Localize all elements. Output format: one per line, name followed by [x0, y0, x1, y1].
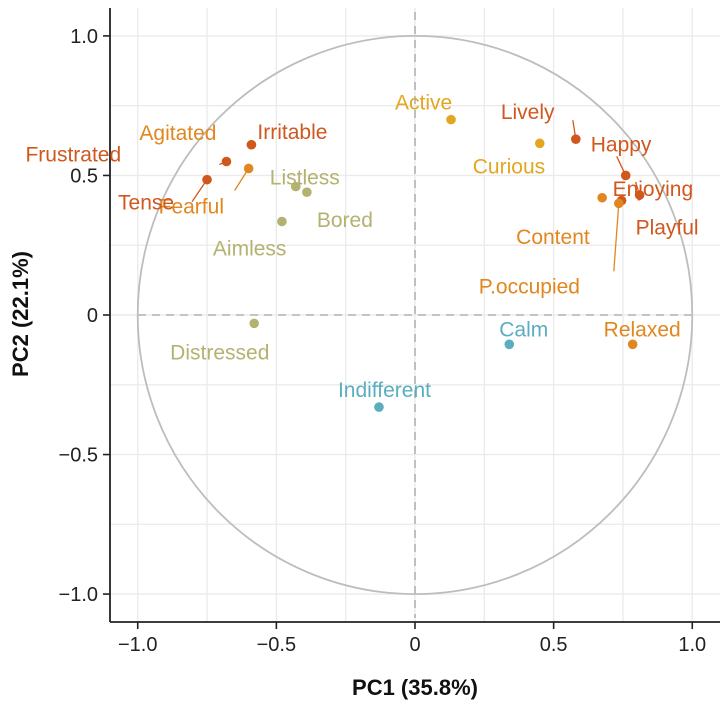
y-tick-label: 1.0	[70, 26, 98, 48]
label-calm: Calm	[499, 318, 548, 341]
y-tick-label: 0.5	[70, 165, 98, 187]
label-distressed: Distressed	[170, 341, 269, 364]
label-content: Content	[516, 226, 590, 249]
leader-p-occupied	[613, 203, 620, 272]
label-lively: Lively	[501, 101, 555, 124]
y-tick-label: −1.0	[59, 584, 98, 606]
unit-circle	[136, 35, 694, 595]
axes	[103, 8, 720, 629]
point-happy	[620, 170, 631, 181]
x-tick-label: 0.5	[540, 634, 568, 656]
point-curious	[534, 138, 545, 149]
point-listless	[290, 181, 301, 192]
point-content	[597, 192, 607, 203]
label-playful: Playful	[636, 217, 699, 240]
label-curious: Curious	[473, 155, 545, 178]
point-p-occupied	[613, 198, 624, 209]
x-tick-label: 1.0	[678, 634, 706, 656]
label-active: Active	[395, 92, 452, 115]
point-irritable	[246, 139, 257, 150]
label-frustrated: Frustrated	[25, 144, 121, 167]
point-lively	[571, 134, 581, 144]
label-tense: Tense	[118, 192, 174, 215]
x-tick-label: 0	[409, 634, 420, 656]
point-enjoying	[634, 190, 645, 200]
point-tense	[202, 174, 212, 185]
label-irritable: Irritable	[257, 121, 327, 144]
point-frustrated	[221, 156, 232, 167]
point-active	[446, 114, 456, 125]
point-bored	[302, 187, 312, 197]
label-aimless: Aimless	[213, 238, 287, 261]
label-bored: Bored	[317, 209, 373, 232]
x-tick-label: −1.0	[118, 634, 157, 656]
x-axis-title: PC1 (35.8%)	[352, 675, 478, 700]
label-enjoying: Enjoying	[613, 178, 694, 201]
y-tick-label: −0.5	[59, 445, 98, 467]
label-fearful: Fearful	[159, 195, 224, 218]
x-tick-label: −0.5	[257, 634, 296, 656]
point-indifferent	[374, 402, 384, 412]
point-aimless	[277, 216, 287, 227]
label-indifferent: Indifferent	[338, 379, 431, 402]
point-relaxed	[627, 339, 638, 350]
unit-circle-group	[136, 35, 694, 595]
reference-lines	[138, 12, 694, 618]
label-p-occupied: P.occupied	[479, 275, 580, 298]
y-axis-title: PC2 (22.1%)	[8, 251, 33, 377]
label-listless: Listless	[270, 167, 340, 190]
data-points	[202, 114, 645, 412]
tick-labels: −1.0 −0.5 0 0.5 1.0 −1.0 −0.5 0 0.5 1.0	[59, 26, 707, 656]
y-tick-label: 0	[87, 305, 98, 327]
label-happy: Happy	[591, 133, 652, 156]
label-relaxed: Relaxed	[604, 318, 681, 341]
point-calm	[504, 339, 515, 350]
label-agitated: Agitated	[139, 122, 216, 145]
point-fearful	[243, 163, 254, 174]
point-distressed	[249, 318, 259, 329]
